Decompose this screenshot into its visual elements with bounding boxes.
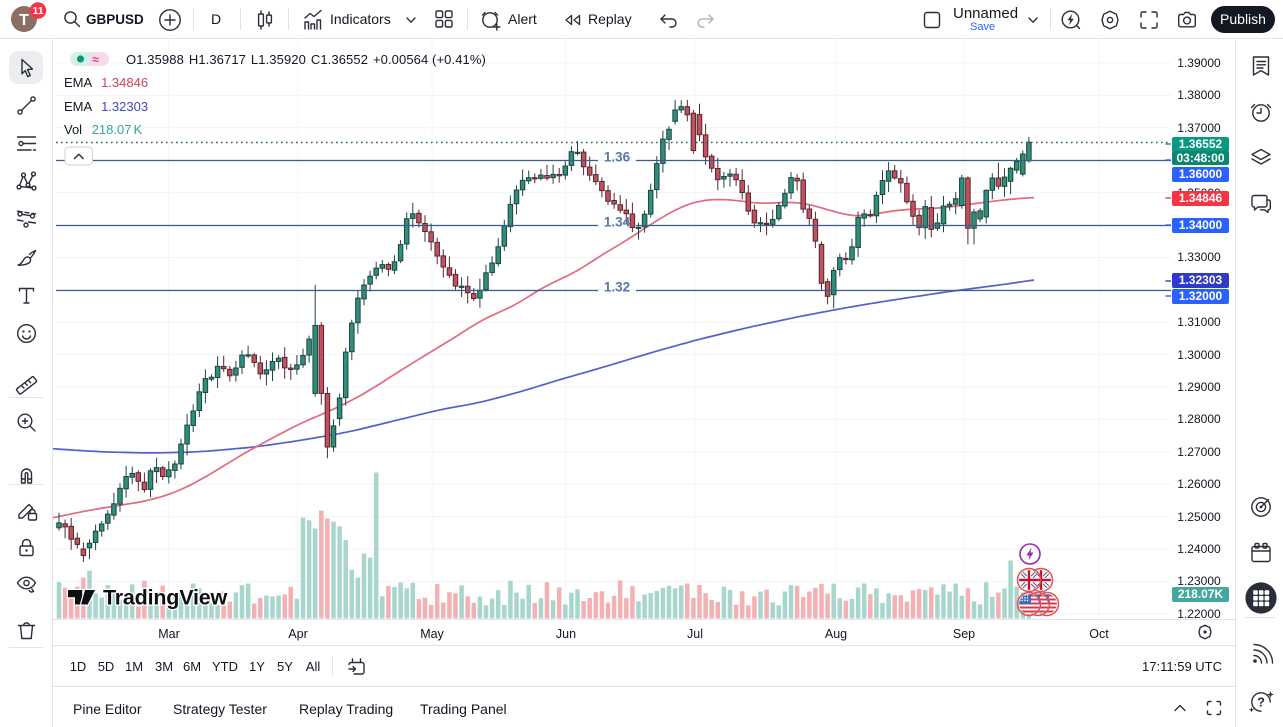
svg-text:≈: ≈ [92, 52, 99, 66]
svg-text:11: 11 [32, 5, 43, 17]
svg-text:1.34: 1.34 [604, 215, 631, 230]
svg-text:TradingView: TradingView [103, 586, 228, 610]
svg-text:?: ? [1257, 695, 1265, 710]
svg-text:T: T [19, 12, 29, 29]
svg-text:1.32: 1.32 [604, 280, 630, 295]
svg-text:1.36: 1.36 [604, 150, 631, 165]
